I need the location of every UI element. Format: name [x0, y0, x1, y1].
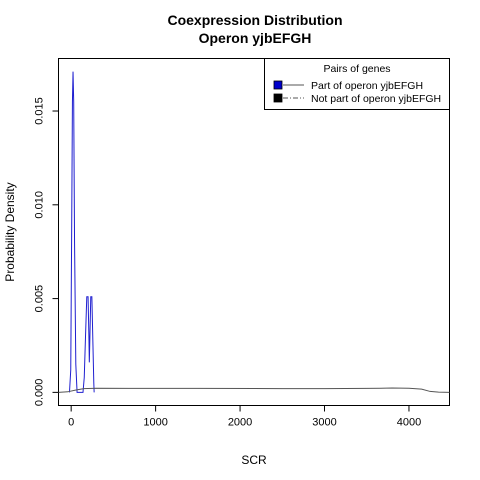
- chart-title: Coexpression Distribution: [167, 12, 342, 28]
- legend-title: Pairs of genes: [323, 63, 390, 75]
- series-line-0: [68, 71, 95, 393]
- legend-box: [264, 58, 450, 110]
- plot-frame: [58, 58, 450, 406]
- legend-swatch-not-part-of-operon: [273, 93, 283, 103]
- x-axis: 0 1000 2000 3000 4000: [68, 405, 421, 429]
- x-tick-label: 1000: [143, 417, 167, 429]
- legend: Pairs of genes Part of operon yjbEFGH No…: [264, 58, 450, 110]
- y-axis: 0.000 0.005 0.010 0.015: [34, 97, 59, 406]
- y-tick-label: 0.010: [34, 191, 46, 219]
- y-tick-label: 0.005: [34, 285, 46, 313]
- y-tick-label: 0.015: [34, 97, 46, 125]
- legend-label-part-of-operon: Part of operon yjbEFGH: [311, 80, 423, 92]
- series-layer: [58, 71, 450, 393]
- x-tick-label: 4000: [397, 417, 421, 429]
- y-tick-label: 0.000: [34, 379, 46, 407]
- x-tick-label: 0: [68, 417, 74, 429]
- series-line-1: [58, 387, 450, 393]
- x-tick-label: 3000: [312, 417, 336, 429]
- chart-subtitle: Operon yjbEFGH: [199, 30, 312, 46]
- legend-label-not-part-of-operon: Not part of operon yjbEFGH: [311, 93, 441, 105]
- x-tick-label: 2000: [228, 417, 252, 429]
- x-axis-label: SCR: [241, 453, 267, 467]
- legend-swatch-part-of-operon: [273, 80, 283, 90]
- y-axis-label: Probability Density: [3, 182, 17, 281]
